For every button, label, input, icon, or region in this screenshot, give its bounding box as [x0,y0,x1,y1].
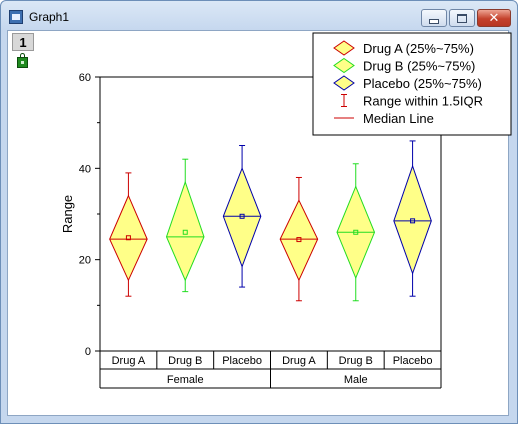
legend-label: Range within 1.5IQR [363,94,483,109]
y-tick-label: 40 [79,163,91,175]
lock-icon[interactable] [17,53,28,68]
x-category-label: Drug B [168,355,202,367]
layer-number-tab[interactable]: 1 [12,33,34,51]
close-button[interactable]: ✕ [477,9,511,27]
box-diamond [165,180,205,282]
close-icon: ✕ [488,10,500,26]
title-bar[interactable]: Graph1 ✕ [1,1,517,31]
legend-diamond-symbol [333,75,355,91]
legend-diamond-symbol [333,57,355,74]
legend-label: Placebo (25%~75%) [363,76,482,91]
legend-label: Drug B (25%~75%) [363,59,475,74]
x-group-label: Male [344,374,368,386]
maximize-button[interactable] [449,9,475,27]
x-category-label: Drug B [339,355,373,367]
mean-marker [125,235,131,241]
x-category-label: Placebo [222,355,262,367]
x-category-label: Drug A [282,355,316,367]
box-diamond [393,164,432,275]
y-tick-label: 60 [79,72,91,84]
graph-window-icon[interactable] [9,10,23,24]
x-category-label: Placebo [393,355,433,367]
mean-marker [182,229,188,235]
x-category-label: Drug A [112,355,146,367]
mean-marker [410,218,416,224]
box-diamond [279,199,319,282]
y-axis-label: Range [60,195,75,233]
legend-diamond-symbol [333,40,355,56]
x-group-label: Female [167,374,204,386]
minimize-button[interactable] [421,9,447,27]
legend-label: Drug A (25%~75%) [363,41,474,56]
box-diamond [222,166,262,268]
mean-marker [296,237,302,243]
y-tick-label: 20 [79,255,91,267]
mean-marker [239,213,245,219]
y-tick-label: 0 [85,346,91,358]
box-diamond [109,194,148,282]
window-title: Graph1 [29,10,70,24]
mean-marker [353,229,359,235]
legend-label: Median Line [363,111,434,126]
minimize-icon [429,18,439,24]
maximize-icon [457,13,467,23]
